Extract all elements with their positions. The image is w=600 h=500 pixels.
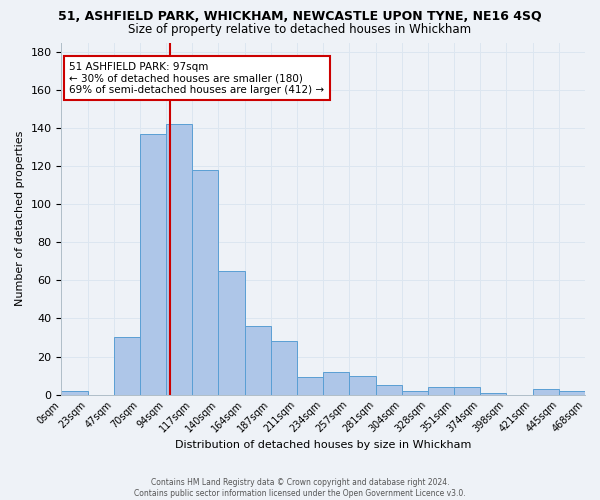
Text: Contains HM Land Registry data © Crown copyright and database right 2024.
Contai: Contains HM Land Registry data © Crown c… xyxy=(134,478,466,498)
Bar xyxy=(297,378,323,394)
Text: 51 ASHFIELD PARK: 97sqm
← 30% of detached houses are smaller (180)
69% of semi-d: 51 ASHFIELD PARK: 97sqm ← 30% of detache… xyxy=(69,62,325,94)
Bar xyxy=(533,389,559,394)
Bar xyxy=(166,124,193,394)
Bar xyxy=(376,385,402,394)
Bar xyxy=(428,387,454,394)
Y-axis label: Number of detached properties: Number of detached properties xyxy=(15,131,25,306)
Bar xyxy=(245,326,271,394)
Bar xyxy=(140,134,166,394)
X-axis label: Distribution of detached houses by size in Whickham: Distribution of detached houses by size … xyxy=(175,440,472,450)
Bar xyxy=(193,170,218,394)
Bar xyxy=(349,376,376,394)
Bar xyxy=(559,391,585,394)
Bar xyxy=(61,391,88,394)
Text: 51, ASHFIELD PARK, WHICKHAM, NEWCASTLE UPON TYNE, NE16 4SQ: 51, ASHFIELD PARK, WHICKHAM, NEWCASTLE U… xyxy=(58,10,542,23)
Bar xyxy=(454,387,480,394)
Bar xyxy=(218,271,245,394)
Text: Size of property relative to detached houses in Whickham: Size of property relative to detached ho… xyxy=(128,22,472,36)
Bar xyxy=(402,391,428,394)
Bar xyxy=(271,342,297,394)
Bar xyxy=(114,338,140,394)
Bar xyxy=(323,372,349,394)
Bar xyxy=(480,392,506,394)
